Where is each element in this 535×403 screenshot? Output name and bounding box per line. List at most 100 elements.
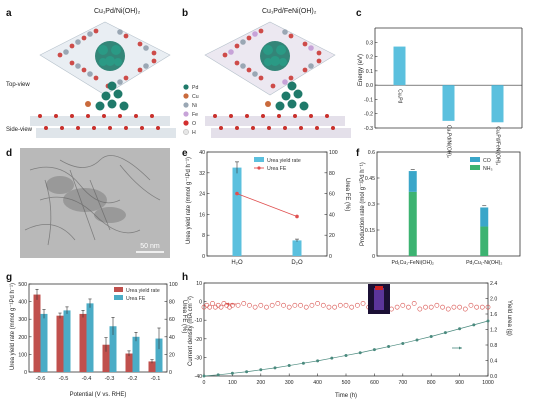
e-ytick-right-label: 0	[329, 254, 332, 260]
panel-f-frame	[376, 151, 521, 257]
g-bar	[125, 353, 133, 372]
g-bar	[56, 315, 64, 372]
g-bar	[102, 344, 110, 372]
h-ytick-left-label: 0	[199, 300, 202, 306]
legend-f-co-swatch	[470, 157, 480, 162]
h-ytick-right-label: 0.8	[490, 343, 497, 349]
h-yield-point	[358, 351, 362, 355]
g-ytick-right-label: 60	[169, 317, 175, 323]
h-yield-point	[216, 373, 220, 377]
h-current-point	[264, 304, 269, 310]
h-yield-point	[415, 338, 419, 342]
h-yield-point	[316, 359, 320, 363]
h-yield-point	[202, 374, 206, 378]
h-current-point	[241, 301, 247, 306]
h-current-point	[423, 304, 428, 310]
panel-e-label: e	[182, 148, 188, 159]
h-xtick-label: 100	[228, 380, 237, 386]
h-current-point	[343, 302, 349, 308]
g-category-label: -0.5	[59, 376, 69, 382]
panel-h-series	[201, 301, 491, 378]
panel-g-ticks: 0 100 200 300 400 500 0 20 40 60 80 100	[18, 282, 177, 376]
h-current-point	[235, 302, 241, 308]
h-current-point	[428, 304, 434, 310]
e-bar	[232, 167, 242, 256]
atom-legend: Pd Cu Ni Fe O H	[183, 84, 199, 136]
h-yield-point	[287, 364, 291, 368]
e-fe-line	[236, 193, 298, 217]
h-current-point	[354, 302, 360, 308]
f-ytick-label: 0.3	[368, 202, 375, 208]
h-current-point	[258, 302, 264, 308]
c-ytick-label: -0.3	[364, 126, 373, 132]
panel-d-label: d	[6, 148, 12, 159]
h-yield-point	[486, 319, 490, 323]
e-fe-point	[295, 214, 299, 219]
h-current-point	[298, 302, 303, 308]
e-ytick-right-label: 60	[329, 192, 335, 198]
h-yield-point	[273, 366, 277, 370]
legend-ni: Ni	[192, 103, 197, 109]
panel-e-frame	[206, 151, 328, 257]
e-ytick-right-label: 20	[329, 233, 335, 239]
legend-g-yield: Urea yield rate	[126, 288, 160, 294]
legend-swatch-pd	[183, 84, 189, 90]
tem-texture	[24, 155, 161, 246]
c-bar	[442, 85, 455, 121]
c-ytick-label: -0.2	[364, 112, 373, 118]
g-ytick-left-label: 400	[18, 300, 27, 306]
panel-c-ylabel: Energy (eV)	[358, 54, 364, 86]
h-xtick-label: 900	[455, 380, 464, 386]
h-current-point	[281, 302, 286, 308]
g-ytick-right-label: 80	[169, 300, 175, 306]
c-category-label: Cu₁Pd	[397, 89, 403, 103]
g-ytick-right-label: 100	[169, 282, 178, 288]
h-ytick-left-label: 10	[196, 281, 202, 287]
e-ytick-right-label: 80	[329, 171, 335, 177]
h-ytick-right-label: 2.0	[490, 297, 497, 303]
h-yield-point	[401, 341, 405, 345]
h-ytick-right-label: 2.4	[490, 281, 497, 287]
panel-g-bars: -0.6 -0.5 -0.4 -0.3 -0.2 -0.1	[33, 288, 163, 382]
panel-c-label: c	[356, 8, 362, 19]
e-ytick-left-label: 0	[202, 254, 205, 260]
c-bar	[491, 85, 504, 123]
h-current-point	[434, 302, 440, 308]
c-ytick-label: 0.3	[366, 40, 373, 46]
h-current-point	[440, 304, 445, 310]
f-ytick-label: 0.45	[365, 176, 375, 182]
e-category-label: H₂O	[231, 260, 243, 266]
legend-swatch-h	[183, 129, 189, 135]
legend-swatch-cu	[183, 93, 189, 99]
legend-pd: Pd	[192, 85, 198, 91]
panel-h-label: h	[182, 272, 188, 283]
g-ytick-left-label: 300	[18, 317, 27, 323]
h-current-point	[468, 302, 474, 308]
panel-a-label: a	[6, 8, 12, 19]
e-ytick-left-label: 40	[199, 150, 205, 156]
panel-f-bars: Pd₁Cu₁-FeNi(OH)₂ Pd₁Cu₁-Ni(OH)₂	[392, 169, 502, 266]
h-yield-point	[443, 331, 447, 335]
arrow-current-head	[226, 302, 229, 306]
legend-f-co: CO	[483, 158, 491, 164]
panel-h: h 0 100 200 300 400 500 600 700 800 900 1000-40-30…	[182, 272, 512, 399]
h-current-point	[275, 301, 281, 306]
h-current-point	[474, 304, 480, 310]
panel-a-side-view-structure	[30, 81, 176, 138]
panel-a: a Cu₁Pd/Ni(OH)₂ Top-view	[6, 8, 176, 138]
panel-e-ticks: 0 8 16 24 32 40 0 20 40 60 80 100	[199, 150, 338, 260]
h-current-point	[406, 304, 411, 310]
f-category-label: Pd₁Cu₁-FeNi(OH)₂	[392, 260, 434, 266]
h-current-point	[451, 304, 457, 310]
g-category-label: -0.1	[151, 376, 161, 382]
panel-c-ticks: -0.3 -0.2 -0.1 0.0 0.1 0.2 0.3	[364, 40, 378, 132]
c-category-label: Cu₁Pd/Ni(OH)₂	[446, 125, 452, 158]
h-yield-point	[301, 361, 305, 365]
h-current-point	[360, 301, 366, 306]
legend-cu: Cu	[192, 94, 199, 100]
f-bar-segment	[480, 207, 489, 227]
h-current-point	[229, 302, 235, 308]
c-ytick-label: 0.1	[366, 69, 373, 75]
h-ytick-right-label: 1.2	[490, 328, 497, 334]
h-xtick-label: 700	[398, 380, 407, 386]
